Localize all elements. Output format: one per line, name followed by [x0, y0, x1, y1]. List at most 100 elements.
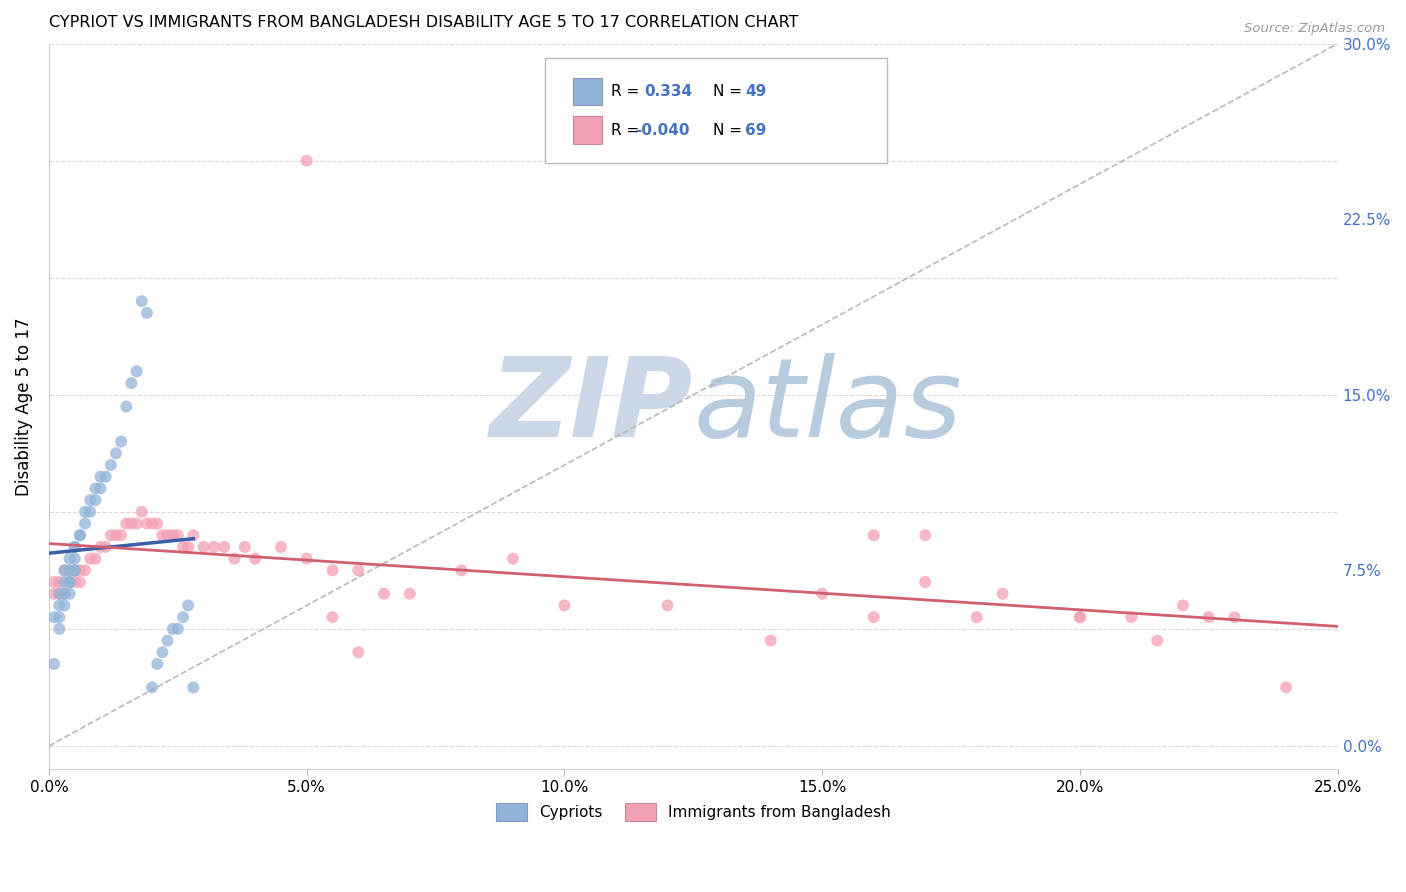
Point: [63, 563, 86, 577]
Text: R =: R =: [610, 84, 640, 99]
Point: [63, 563, 86, 577]
Point: [347, 645, 370, 659]
Point: [84, 551, 107, 566]
Point: [69, 575, 91, 590]
Point: [243, 551, 266, 566]
Point: [166, 622, 188, 636]
Text: N =: N =: [713, 122, 741, 137]
Point: [120, 516, 142, 531]
Point: [373, 587, 395, 601]
Point: [172, 540, 194, 554]
Point: [398, 587, 420, 601]
Point: [69, 528, 91, 542]
Point: [84, 482, 107, 496]
Point: [125, 516, 148, 531]
Point: [181, 528, 204, 542]
Point: [295, 551, 318, 566]
Point: [202, 540, 225, 554]
Point: [1223, 610, 1246, 624]
Point: [1146, 633, 1168, 648]
Point: [141, 681, 163, 695]
Point: [115, 516, 138, 531]
Point: [104, 446, 127, 460]
Point: [100, 528, 122, 542]
Point: [63, 540, 86, 554]
Point: [811, 587, 834, 601]
Point: [991, 587, 1014, 601]
Point: [162, 622, 184, 636]
Point: [966, 610, 988, 624]
Point: [1275, 681, 1298, 695]
Point: [502, 551, 524, 566]
Point: [131, 294, 153, 309]
Point: [862, 610, 884, 624]
Point: [48, 587, 70, 601]
Point: [135, 306, 157, 320]
Point: [150, 528, 173, 542]
Point: [347, 563, 370, 577]
Point: [212, 540, 235, 554]
Point: [177, 540, 200, 554]
Point: [1069, 610, 1091, 624]
Point: [89, 469, 111, 483]
Point: [177, 599, 200, 613]
Point: [156, 528, 179, 542]
Point: [156, 633, 179, 648]
Point: [53, 587, 76, 601]
Point: [48, 575, 70, 590]
Point: [759, 633, 782, 648]
Point: [172, 610, 194, 624]
Point: [58, 551, 80, 566]
Text: 49: 49: [745, 84, 766, 99]
Point: [110, 528, 132, 542]
Point: [181, 681, 204, 695]
Y-axis label: Disability Age 5 to 17: Disability Age 5 to 17: [15, 318, 32, 496]
Point: [58, 563, 80, 577]
Text: R =: R =: [610, 122, 640, 137]
Point: [89, 482, 111, 496]
Point: [450, 563, 472, 577]
Point: [58, 575, 80, 590]
Point: [58, 575, 80, 590]
Text: 69: 69: [745, 122, 766, 137]
Point: [1069, 610, 1091, 624]
Point: [135, 516, 157, 531]
Point: [94, 469, 117, 483]
Point: [53, 587, 76, 601]
Point: [131, 505, 153, 519]
Point: [48, 622, 70, 636]
Point: [53, 575, 76, 590]
Point: [125, 364, 148, 378]
Point: [58, 587, 80, 601]
Legend: Cypriots, Immigrants from Bangladesh: Cypriots, Immigrants from Bangladesh: [489, 797, 897, 827]
Point: [53, 599, 76, 613]
FancyBboxPatch shape: [546, 58, 887, 163]
Point: [79, 493, 101, 508]
Point: [150, 645, 173, 659]
Point: [162, 528, 184, 542]
Point: [69, 528, 91, 542]
Point: [63, 575, 86, 590]
Point: [42, 610, 65, 624]
Point: [115, 400, 138, 414]
Point: [94, 540, 117, 554]
Point: [1171, 599, 1194, 613]
Point: [84, 493, 107, 508]
Point: [48, 610, 70, 624]
Point: [58, 563, 80, 577]
Text: N =: N =: [713, 84, 741, 99]
Point: [63, 551, 86, 566]
Point: [53, 563, 76, 577]
Point: [53, 563, 76, 577]
Text: ZIP: ZIP: [489, 353, 693, 460]
Point: [89, 540, 111, 554]
Point: [224, 551, 246, 566]
Point: [79, 505, 101, 519]
Point: [110, 434, 132, 449]
Point: [1198, 610, 1220, 624]
Point: [1121, 610, 1143, 624]
Point: [48, 599, 70, 613]
Point: [657, 599, 679, 613]
Point: [53, 587, 76, 601]
Point: [914, 575, 936, 590]
